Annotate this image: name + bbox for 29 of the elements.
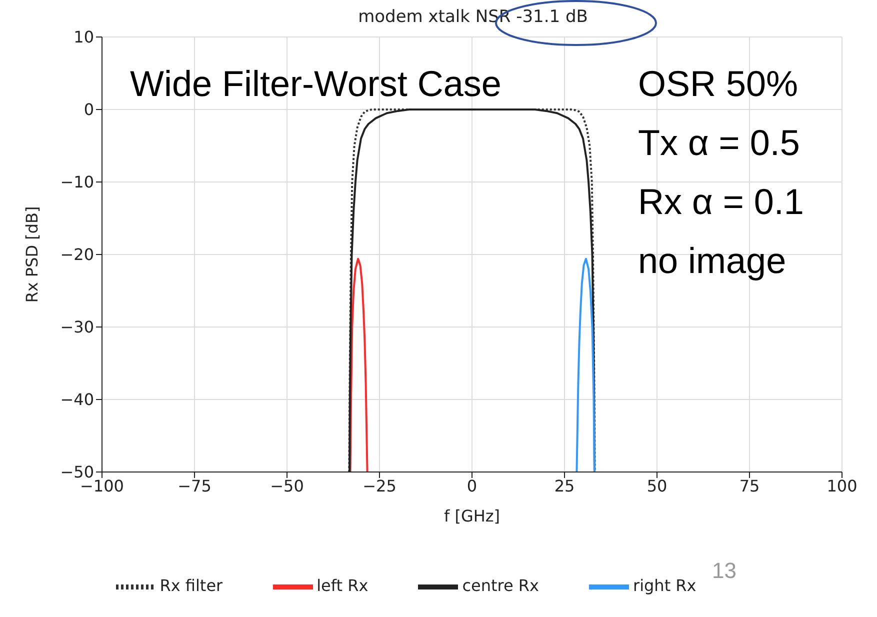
annotation: Rx α = 0.1 — [638, 181, 804, 222]
line-series — [349, 258, 368, 472]
x-axis-title: f [GHz] — [444, 506, 500, 526]
x-tick-label: 100 — [826, 476, 858, 496]
line-series — [576, 258, 596, 472]
x-tick-label: 50 — [646, 476, 668, 496]
x-tick-label: −75 — [178, 476, 212, 496]
legend-label: centre Rx — [462, 576, 539, 596]
x-tick-label: 25 — [554, 476, 575, 496]
y-tick-label: −20 — [60, 245, 94, 264]
x-tick-label: −50 — [270, 476, 304, 496]
x-tick-label: −25 — [362, 476, 396, 496]
text: 13 — [712, 558, 736, 583]
x-tick-label: 0 — [466, 476, 478, 496]
legend-label: Rx filter — [160, 576, 223, 596]
annotation: OSR 50% — [638, 63, 798, 104]
annotation: no image — [638, 240, 786, 281]
y-tick-label: 10 — [74, 28, 94, 47]
y-tick-label: −50 — [60, 462, 94, 482]
x-tick-label: 75 — [739, 476, 760, 496]
y-tick-label: −30 — [60, 318, 94, 337]
legend-label: left Rx — [316, 576, 368, 596]
y-tick-label: −40 — [60, 390, 94, 410]
y-axis-title: Rx PSD [dB] — [22, 206, 42, 303]
legend-label: right Rx — [633, 576, 696, 596]
annotation: Wide Filter-Worst Case — [130, 63, 502, 104]
y-tick-label: 0 — [84, 100, 94, 120]
y-tick-label: −10 — [60, 172, 94, 192]
annotation: Tx α = 0.5 — [638, 122, 800, 163]
